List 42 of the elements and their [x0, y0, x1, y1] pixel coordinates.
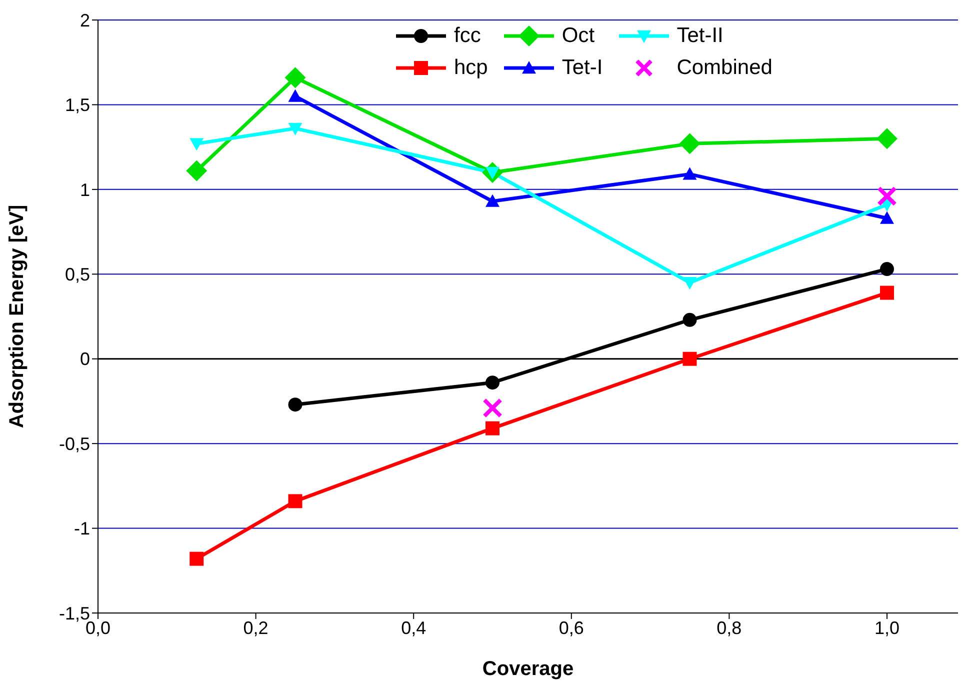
y-tick-label: -0,5 — [58, 434, 90, 454]
point — [876, 186, 897, 206]
point — [876, 128, 898, 150]
point — [682, 277, 697, 290]
x-tick-label: 0,4 — [401, 618, 426, 638]
x-axis-title: Coverage — [482, 658, 574, 680]
point — [880, 286, 894, 300]
y-axis-title: Adsorption Energy [eV] — [6, 204, 28, 428]
point — [288, 398, 302, 412]
point — [682, 167, 697, 180]
y-tick-label: -1 — [74, 518, 90, 539]
y-tick-label: 0 — [80, 349, 90, 370]
point — [190, 552, 204, 566]
legend-label: fcc — [454, 24, 481, 48]
point — [284, 67, 306, 88]
legend-label: Tet-II — [676, 24, 724, 48]
point — [682, 352, 697, 366]
x-tick-label: 1,0 — [874, 618, 900, 638]
point — [880, 211, 894, 224]
point — [288, 494, 302, 508]
legend-label: Combined — [676, 56, 772, 80]
point — [288, 122, 302, 136]
point — [190, 138, 204, 151]
legend-label: Oct — [562, 24, 595, 48]
point — [880, 262, 894, 276]
legend-label: Tet-I — [562, 56, 603, 80]
point — [485, 421, 500, 436]
x-tick-label: 0,2 — [243, 618, 268, 638]
y-tick-label: 1 — [80, 180, 90, 200]
x-tick-label: 0,6 — [558, 618, 584, 638]
x-tick-label: 0,8 — [716, 618, 742, 638]
y-tick-label: 2 — [80, 10, 90, 30]
point — [186, 160, 208, 182]
point — [679, 133, 700, 154]
y-tick-label: 0,5 — [64, 264, 90, 285]
point — [482, 398, 502, 418]
point — [288, 89, 302, 102]
point — [485, 376, 500, 390]
legend-label: hcp — [454, 56, 488, 80]
point — [682, 312, 697, 327]
y-tick-label: 1,5 — [64, 95, 90, 116]
point — [485, 194, 500, 207]
